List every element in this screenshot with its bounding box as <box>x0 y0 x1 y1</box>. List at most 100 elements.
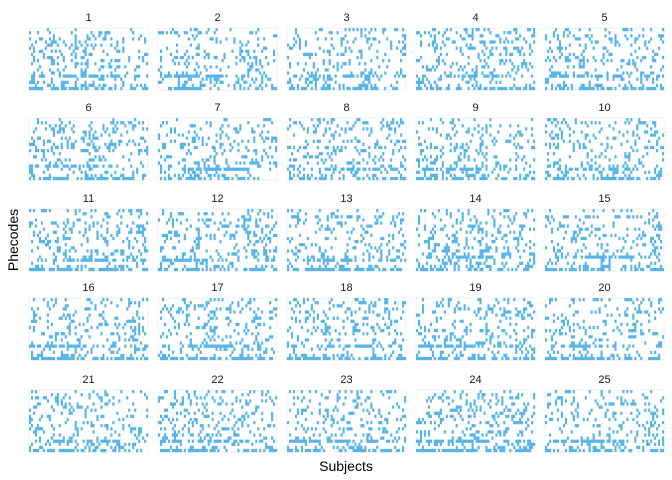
heatmap-tile <box>638 264 641 269</box>
heatmap-tile <box>62 164 65 168</box>
heatmap-tile <box>191 55 194 60</box>
heatmap-tile <box>104 236 107 241</box>
heatmap-tile <box>169 356 173 361</box>
heatmap-tile <box>167 347 171 351</box>
heatmap-tile <box>362 149 365 153</box>
heatmap-tile <box>481 252 484 256</box>
heatmap-tile <box>429 176 433 181</box>
heatmap-tile <box>550 230 554 234</box>
heatmap-tile <box>604 28 607 32</box>
heatmap-tile <box>183 167 186 171</box>
heatmap-tile <box>116 65 119 69</box>
heatmap-tile <box>195 344 198 348</box>
heatmap-tile <box>197 267 200 272</box>
heatmap-tile <box>404 46 407 50</box>
heatmap-tile <box>239 40 242 44</box>
heatmap-tile <box>98 176 101 181</box>
heatmap-tile <box>169 52 173 57</box>
heatmap-tile <box>479 267 482 272</box>
heatmap-tile <box>271 335 274 339</box>
heatmap-tile <box>483 40 486 44</box>
heatmap-tile <box>402 252 405 256</box>
heatmap-tile <box>134 319 137 323</box>
heatmap-tile <box>650 267 653 272</box>
heatmap-tile <box>144 40 147 44</box>
heatmap-tile <box>505 52 508 57</box>
heatmap-tile <box>32 356 36 361</box>
heatmap-tile <box>68 86 71 91</box>
heatmap-tile <box>46 240 49 244</box>
heatmap-tile <box>354 310 357 314</box>
heatmap-tile <box>523 59 526 63</box>
heatmap-tile <box>479 252 482 256</box>
heatmap-tile <box>267 224 270 228</box>
heatmap-tile <box>78 353 81 358</box>
heatmap-tile <box>46 55 49 60</box>
heatmap-tile <box>245 49 248 53</box>
heatmap-tile <box>374 332 377 336</box>
heatmap-tile <box>140 212 143 216</box>
heatmap-tile <box>566 28 569 32</box>
heatmap-tile <box>439 218 442 222</box>
heatmap-tile <box>126 236 129 241</box>
heatmap-tile <box>102 164 105 168</box>
heatmap-tile <box>475 164 478 168</box>
heatmap-tile <box>374 155 377 159</box>
heatmap-tile <box>372 338 375 342</box>
heatmap-tile <box>296 267 300 272</box>
heatmap-tile <box>46 304 49 308</box>
heatmap-tile <box>90 252 93 256</box>
heatmap-tile <box>179 176 182 181</box>
heatmap-tile <box>255 77 258 81</box>
heatmap-tile <box>259 267 262 272</box>
heatmap-tile <box>118 49 121 53</box>
heatmap-tile <box>102 344 105 348</box>
heatmap-tile <box>312 319 315 323</box>
heatmap-tile <box>88 130 91 134</box>
heatmap-tile <box>66 353 69 358</box>
heatmap-tile <box>112 252 115 256</box>
heatmap-tile <box>48 240 51 244</box>
heatmap-tile <box>64 267 67 272</box>
heatmap-tile <box>429 83 433 88</box>
heatmap-tile <box>134 258 137 262</box>
heatmap-tile <box>134 124 137 128</box>
heatmap-tile <box>481 164 484 168</box>
heatmap-tile <box>306 310 309 314</box>
heatmap-tile <box>533 261 536 265</box>
heatmap-tile <box>590 164 593 168</box>
heatmap-tile <box>296 34 300 38</box>
heatmap-tile <box>572 255 575 259</box>
heatmap-tile <box>431 161 434 165</box>
heatmap-tile <box>328 83 331 88</box>
heatmap-tile <box>249 267 252 272</box>
heatmap-tile <box>427 176 431 181</box>
heatmap-tile <box>485 130 488 134</box>
heatmap-tile <box>193 68 196 72</box>
heatmap-tile <box>523 167 526 171</box>
heatmap-tile <box>271 83 274 88</box>
heatmap-tile <box>128 158 131 162</box>
heatmap-tile <box>388 124 391 128</box>
heatmap-tile <box>233 310 236 314</box>
heatmap-tile <box>423 170 427 174</box>
heatmap-tile <box>72 246 75 250</box>
heatmap-tile <box>554 255 558 259</box>
heatmap-tile <box>161 307 165 311</box>
heatmap-tile <box>322 255 325 259</box>
heatmap-tile <box>223 55 226 60</box>
heatmap-tile <box>90 350 93 354</box>
heatmap-tile <box>604 264 607 269</box>
heatmap-tile <box>195 267 198 272</box>
heatmap-tile <box>48 83 51 88</box>
heatmap-tile <box>36 80 40 84</box>
heatmap-tile <box>122 121 125 125</box>
heatmap-tile <box>32 77 36 81</box>
heatmap-tile <box>662 133 665 137</box>
heatmap-tile <box>612 136 615 140</box>
heatmap-tile <box>552 246 556 250</box>
heatmap-tile <box>116 249 119 253</box>
heatmap-tile <box>138 304 141 308</box>
heatmap-tile <box>269 356 272 361</box>
heatmap-tile <box>275 145 278 150</box>
